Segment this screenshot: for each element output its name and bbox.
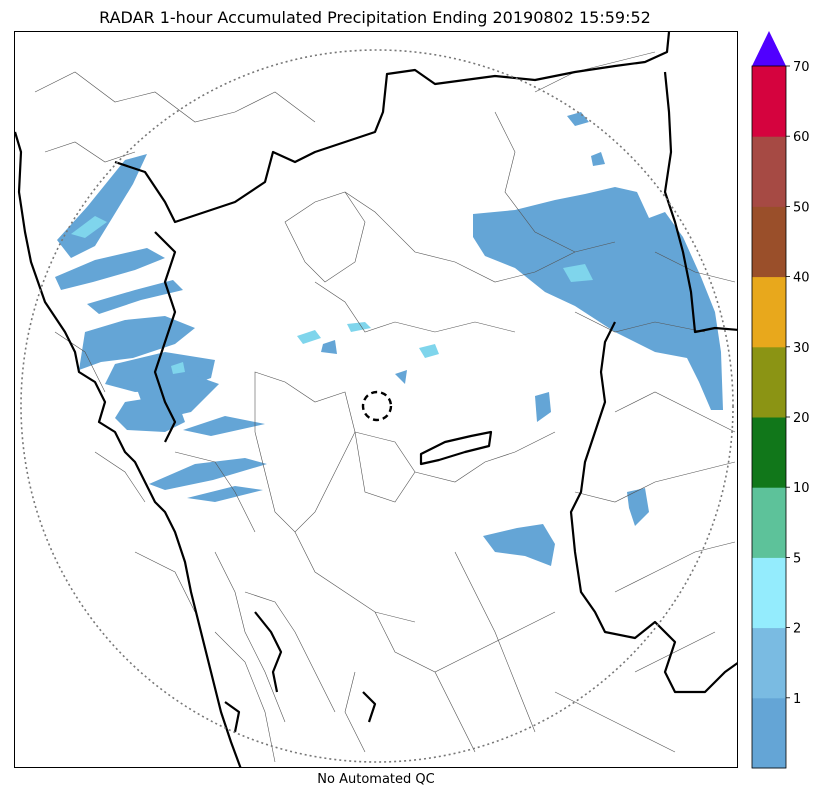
- colorbar-level-box: [752, 487, 786, 558]
- colorbar-tick-label: 50: [793, 200, 810, 215]
- precipitation-echoes: [55, 112, 723, 566]
- echo-north-east-fleck: [567, 112, 589, 126]
- colorbar-tick-label: 60: [793, 130, 810, 145]
- colorbar-tick-label: 30: [793, 341, 810, 356]
- colorbar-ticks: 1 2 5 10 20 30 40 50 60 70: [786, 60, 810, 707]
- echo-east-mass: [473, 187, 723, 410]
- qc-note: No Automated QC: [317, 772, 435, 787]
- echo-streak: [187, 486, 263, 502]
- echo-coast-cluster: [115, 394, 185, 432]
- echo-east-small: [627, 488, 649, 526]
- echo-west-cluster: [79, 316, 195, 370]
- radar-range-ring: [20, 49, 734, 763]
- colorbar-level-box: [752, 417, 786, 488]
- map-title: RADAR 1-hour Accumulated Precipitation E…: [99, 8, 651, 27]
- state-border-east: [663, 71, 737, 334]
- colorbar-level-box: [752, 346, 786, 418]
- echo-south-east: [483, 524, 555, 566]
- colorbar-tick-label: 1: [793, 692, 801, 707]
- colorbar-tick-label: 40: [793, 271, 810, 286]
- echo-west-streak: [87, 280, 183, 314]
- light-rain-streaks: [71, 216, 593, 374]
- state-boundaries: [15, 32, 737, 767]
- west-coastline: [15, 131, 242, 767]
- echo-streak: [183, 416, 265, 436]
- colorbar-level-box: [752, 627, 786, 699]
- district-boundaries: [34, 51, 736, 763]
- state-border-north: [114, 32, 671, 224]
- colorbar-level-box: [752, 136, 786, 207]
- echo-streak: [149, 458, 267, 490]
- colorbar-level-box: [752, 557, 786, 629]
- colorbar-levels: [752, 66, 786, 769]
- colorbar-level-box: [752, 276, 786, 348]
- colorbar-tick-label: 5: [793, 551, 801, 566]
- echo-east-small: [535, 392, 551, 422]
- colorbar-level-box: [752, 206, 786, 278]
- colorbar: 1 2 5 10 20 30 40 50 60 70: [751, 31, 810, 769]
- south-inlet: [362, 691, 377, 723]
- colorbar-level-box: [752, 697, 786, 769]
- colorbar-tick-label: 2: [793, 622, 801, 637]
- state-border-central: [153, 231, 177, 443]
- colorbar-tick-label: 10: [793, 481, 810, 496]
- radar-site-marker: [361, 390, 393, 422]
- state-border-east-2: [569, 321, 737, 694]
- echo-north-east-fleck: [591, 152, 605, 166]
- echo-central-fleck: [321, 340, 337, 354]
- enclave-outline: [419, 430, 493, 466]
- echo-central-fleck: [395, 370, 407, 384]
- colorbar-level-box: [752, 66, 786, 137]
- coast-inlet: [224, 701, 241, 733]
- map-panel[interactable]: [14, 31, 738, 768]
- south-inlet: [254, 611, 283, 693]
- echo-north-west-band: [57, 154, 147, 258]
- echo-west-streak: [55, 248, 165, 290]
- colorbar-tick-label: 70: [793, 60, 810, 75]
- colorbar-tick-label: 20: [793, 411, 810, 426]
- map-canvas: [15, 32, 737, 767]
- colorbar-overflow-arrow: [752, 31, 786, 66]
